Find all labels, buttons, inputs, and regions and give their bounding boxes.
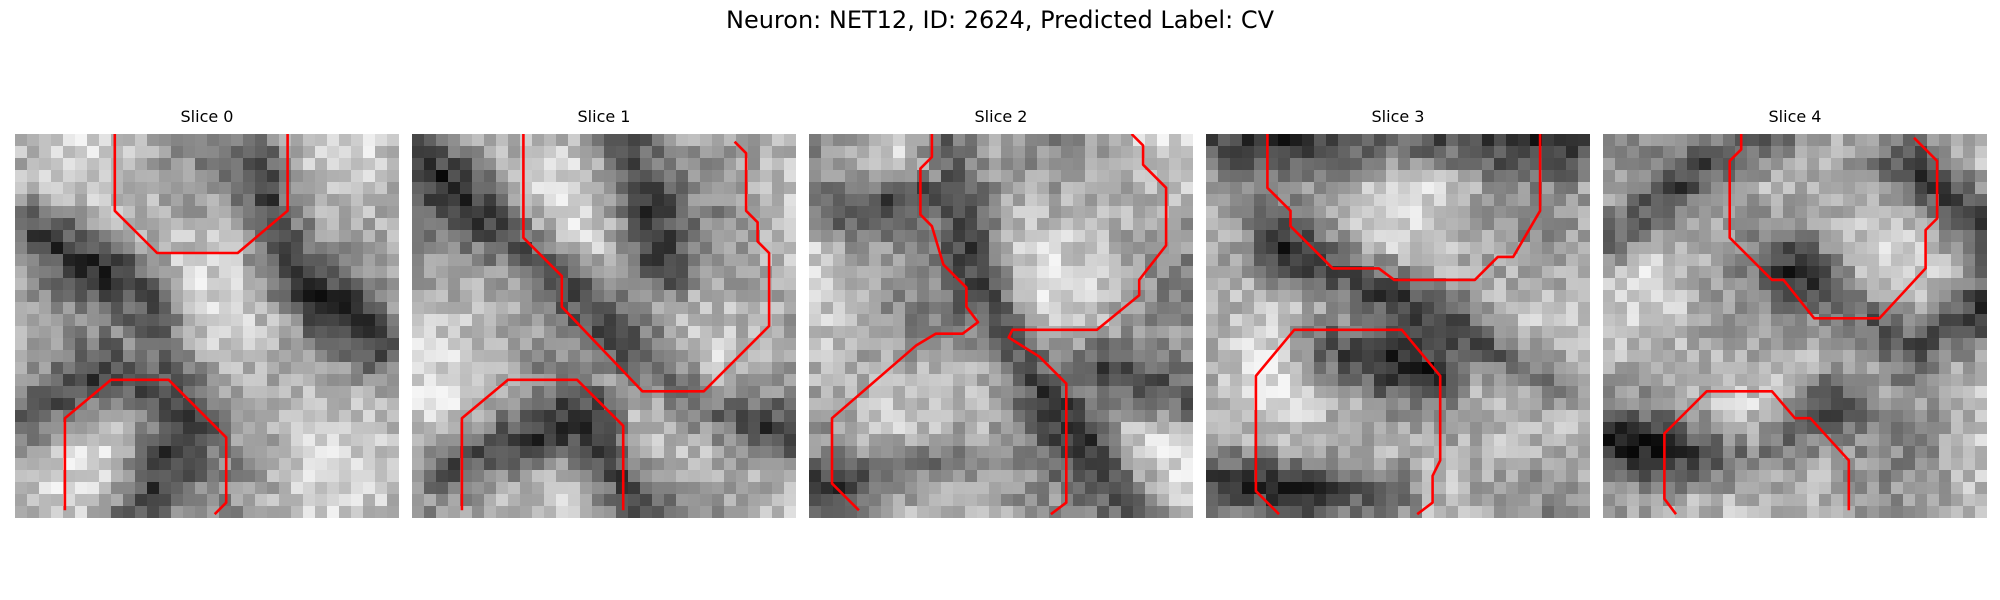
contour-line-1-1 <box>460 378 625 511</box>
slice-image-4 <box>1603 134 1987 518</box>
contour-line-4-1 <box>1663 389 1851 515</box>
slice-title-1: Slice 1 <box>577 107 631 126</box>
contour-line-0-0 <box>113 134 289 255</box>
figure-title: Neuron: NET12, ID: 2624, Predicted Label… <box>726 6 1274 34</box>
slice-image-0 <box>15 134 399 518</box>
contour-line-2-1 <box>1007 134 1168 516</box>
slice-image-1 <box>412 134 796 518</box>
contour-line-2-0 <box>830 134 980 512</box>
contour-line-0-1 <box>63 378 228 516</box>
contour-line-3-1 <box>1254 328 1442 516</box>
contour-line-4-0 <box>1728 134 1939 320</box>
contour-line-1-0 <box>522 134 771 393</box>
slice-title-4: Slice 4 <box>1768 107 1822 126</box>
slice-title-3: Slice 3 <box>1371 107 1425 126</box>
slice-image-2 <box>809 134 1193 518</box>
slice-title-0: Slice 0 <box>180 107 234 126</box>
contour-line-3-0 <box>1266 134 1542 282</box>
slice-title-2: Slice 2 <box>974 107 1028 126</box>
slice-image-3 <box>1206 134 1590 518</box>
